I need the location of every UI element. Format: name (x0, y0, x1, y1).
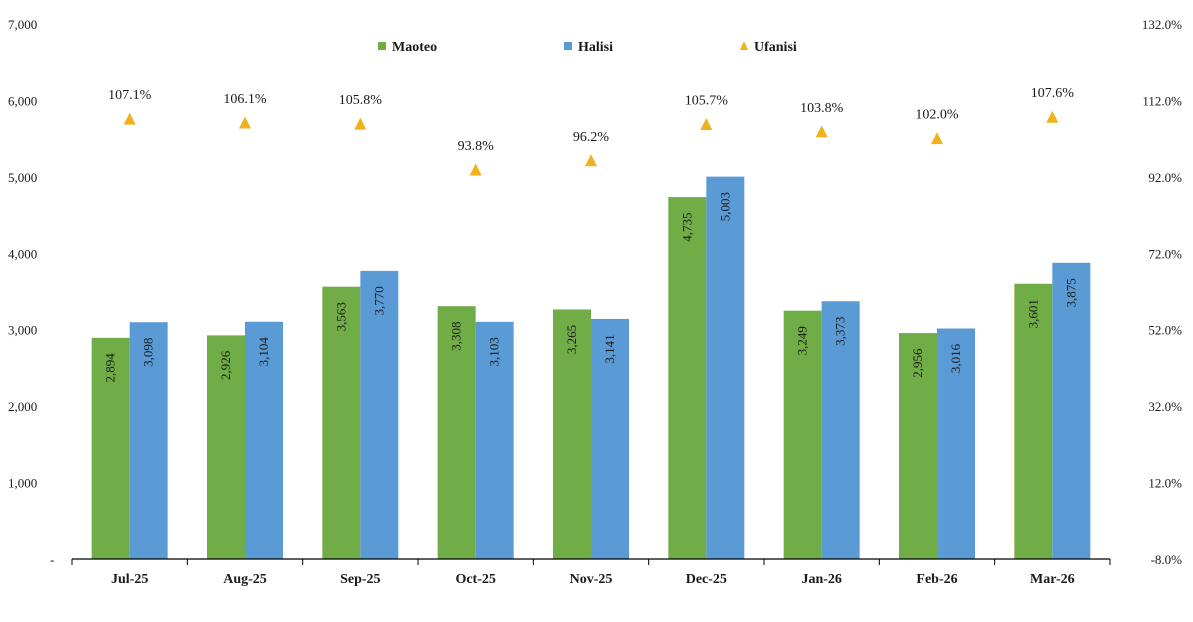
right-axis-tick-label: 32.0% (1148, 399, 1182, 414)
bar-label-maoteo: 2,956 (910, 348, 925, 378)
bar-label-halisi: 3,141 (602, 334, 617, 363)
marker-label-ufanisi: 93.8% (458, 139, 495, 154)
left-axis-tick-label: 6,000 (8, 93, 37, 108)
left-axis-tick-label: 4,000 (8, 246, 37, 261)
bar-label-halisi: 3,770 (371, 286, 386, 315)
bar-halisi (821, 301, 860, 559)
x-axis (71, 558, 1111, 565)
bar-maoteo (91, 337, 130, 559)
bar-label-maoteo: 3,601 (1025, 299, 1040, 328)
bar-label-maoteo: 3,249 (795, 326, 810, 355)
legend-label: Maoteo (392, 40, 437, 55)
right-axis-tick-label: 112.0% (1142, 93, 1182, 108)
bar-label-halisi: 3,373 (833, 317, 848, 346)
category-label: Mar-26 (1030, 572, 1075, 587)
right-axis-tick-label: -8.0% (1151, 552, 1183, 567)
bar-label-maoteo: 4,735 (679, 212, 694, 241)
bar-maoteo (1014, 283, 1053, 559)
right-axis-tick-label: 72.0% (1148, 246, 1182, 261)
left-axis-tick-label: 7,000 (8, 17, 37, 32)
left-axis-tick-label: 5,000 (8, 170, 37, 185)
right-axis-ticks: -8.0% 12.0% 32.0% 52.0% 72.0% 92.0% 112.0% 132.… (1142, 17, 1182, 567)
category-label: Jul-25 (111, 572, 148, 587)
category-label: Oct-25 (455, 572, 495, 587)
bar-label-maoteo: 3,265 (564, 325, 579, 354)
right-axis-tick-label: 52.0% (1148, 323, 1182, 338)
bar-label-maoteo: 3,308 (449, 322, 464, 351)
marker-label-ufanisi: 103.8% (800, 101, 844, 116)
bar-label-halisi: 3,103 (487, 337, 502, 366)
category-labels: Jul-25 Aug-25 Sep-25 Oct-25 Nov-25 Dec-25 Jan-… (111, 572, 1075, 587)
bar-label-halisi: 3,016 (948, 343, 963, 373)
bar-halisi (1052, 262, 1091, 559)
legend-label: Ufanisi (754, 40, 797, 55)
bar-label-maoteo: 2,894 (103, 353, 118, 383)
left-axis-ticks: - 1,000 2,000 3,000 4,000 5,000 6,000 7,000 (8, 17, 54, 567)
legend-label: Halisi (578, 40, 613, 55)
marker-ufanisi (123, 112, 136, 125)
legend-marker-ufanisi (740, 41, 748, 50)
bar-maoteo (207, 335, 245, 559)
bar-series: 2,894 3,098 2,926 3,104 3,563 3,770 3,308 3,103… (91, 176, 1091, 559)
marker-label-ufanisi: 106.1% (223, 92, 267, 107)
marker-label-ufanisi: 96.2% (573, 130, 610, 145)
category-label: Aug-25 (223, 572, 267, 587)
category-label: Nov-25 (570, 572, 613, 587)
legend-marker-maoteo (378, 42, 386, 50)
legend: Maoteo Halisi Ufanisi (378, 40, 797, 55)
left-axis-tick-label: 3,000 (8, 323, 37, 338)
bar-halisi (475, 321, 514, 559)
left-axis-tick-label: 2,000 (8, 399, 37, 414)
right-axis-tick-label: 92.0% (1148, 170, 1182, 185)
right-axis-tick-label: 12.0% (1148, 476, 1182, 491)
marker-label-ufanisi: 107.1% (108, 88, 152, 103)
legend-marker-halisi (564, 42, 572, 50)
category-label: Sep-25 (340, 572, 380, 587)
marker-label-ufanisi: 105.8% (339, 93, 383, 108)
bar-label-halisi: 3,098 (141, 338, 156, 367)
bar-label-halisi: 3,104 (256, 337, 271, 367)
marker-series: 107.1% 106.1% 105.8% 93.8% 96.2% 105.7% 103.8%… (108, 86, 1075, 176)
bar-label-halisi: 3,875 (1063, 278, 1078, 307)
marker-ufanisi (585, 154, 597, 167)
bar-maoteo (322, 286, 361, 559)
bar-halisi (245, 321, 283, 559)
right-axis-tick-label: 132.0% (1142, 17, 1182, 32)
bar-maoteo (437, 306, 476, 559)
category-label: Feb-26 (916, 572, 957, 587)
bar-halisi (360, 270, 399, 559)
marker-ufanisi (354, 117, 367, 130)
category-label: Dec-25 (686, 572, 727, 587)
bar-label-maoteo: 2,926 (218, 350, 233, 380)
bar-halisi (129, 322, 168, 559)
bar-maoteo (783, 310, 822, 559)
bar-maoteo (668, 197, 707, 559)
bar-maoteo (553, 309, 591, 559)
marker-label-ufanisi: 105.7% (685, 94, 729, 109)
left-axis-tick-label: - (50, 552, 54, 567)
marker-label-ufanisi: 102.0% (915, 108, 959, 123)
marker-ufanisi (815, 125, 828, 138)
bar-label-maoteo: 3,563 (333, 302, 348, 331)
bar-halisi (591, 318, 629, 559)
bar-halisi (706, 176, 745, 559)
category-label: Jan-26 (801, 572, 841, 587)
marker-ufanisi (700, 118, 713, 131)
marker-ufanisi (239, 116, 251, 129)
bar-halisi (937, 328, 975, 559)
marker-ufanisi (931, 132, 943, 145)
marker-ufanisi (1046, 110, 1059, 123)
bar-maoteo (899, 333, 937, 559)
marker-ufanisi (469, 163, 482, 176)
left-axis-tick-label: 1,000 (8, 476, 37, 491)
marker-label-ufanisi: 107.6% (1031, 86, 1075, 101)
bar-label-halisi: 5,003 (717, 192, 732, 221)
